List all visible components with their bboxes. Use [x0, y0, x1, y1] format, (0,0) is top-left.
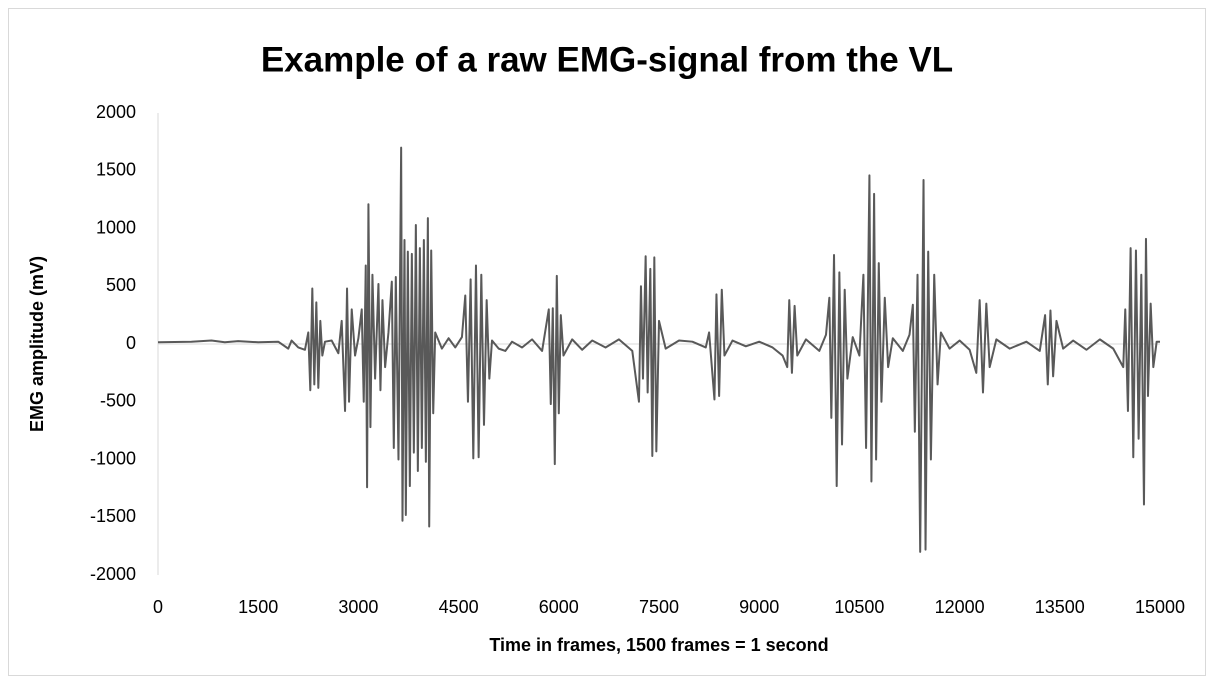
y-tick-label: -1500 — [90, 506, 136, 526]
y-tick-label: 2000 — [96, 102, 136, 122]
y-tick-label: 500 — [106, 275, 136, 295]
x-tick-label: 7500 — [639, 597, 679, 617]
x-axis-label: Time in frames, 1500 frames = 1 second — [489, 635, 828, 655]
x-tick-label: 15000 — [1135, 597, 1185, 617]
x-tick-label: 4500 — [439, 597, 479, 617]
y-axis-label: EMG amplitude (mV) — [27, 256, 47, 432]
x-tick-label: 3000 — [338, 597, 378, 617]
x-tick-label: 0 — [153, 597, 163, 617]
chart-title: Example of a raw EMG-signal from the VL — [261, 40, 953, 79]
y-tick-label: 1000 — [96, 217, 136, 237]
y-tick-label: 1500 — [96, 160, 136, 180]
chart-border — [8, 8, 1206, 676]
x-tick-label: 13500 — [1035, 597, 1085, 617]
y-tick-label: -1000 — [90, 448, 136, 468]
signal-line — [157, 146, 1160, 553]
x-tick-label: 1500 — [238, 597, 278, 617]
x-tick-label: 6000 — [539, 597, 579, 617]
x-tick-label: 9000 — [739, 597, 779, 617]
y-tick-label: 0 — [126, 333, 136, 353]
x-tick-label: 10500 — [834, 597, 884, 617]
y-tick-label: -2000 — [90, 564, 136, 584]
x-tick-label: 12000 — [935, 597, 985, 617]
y-tick-label: -500 — [100, 391, 136, 411]
